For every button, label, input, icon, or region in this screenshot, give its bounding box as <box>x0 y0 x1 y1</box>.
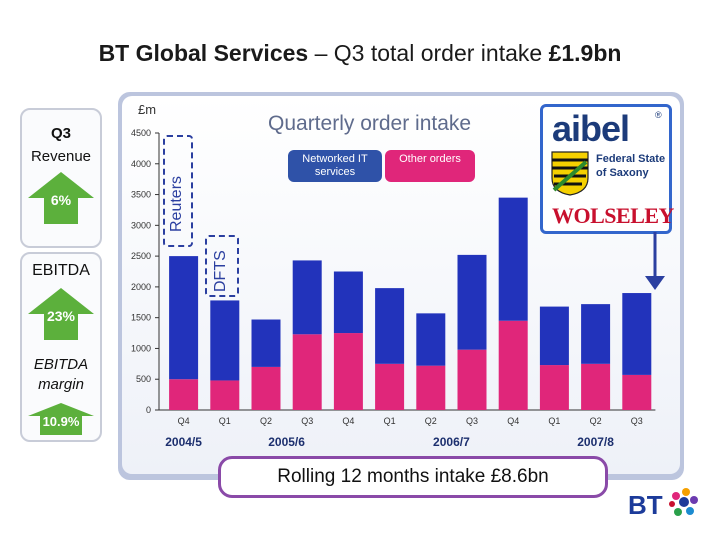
year-group-label: 2007/8 <box>577 435 614 449</box>
bar-other-orders <box>539 365 569 410</box>
bar-other-orders <box>375 363 405 410</box>
year-group-label: 2004/5 <box>165 435 202 449</box>
x-tick-label: Q2 <box>590 416 602 426</box>
saxony-logo-text: Federal State of Saxony <box>596 152 665 180</box>
bar-other-orders <box>333 333 363 410</box>
y-tick-label: 2000 <box>131 282 151 292</box>
legend-networked-it: Networked IT services <box>288 150 382 182</box>
revenue-label: Revenue <box>30 148 92 165</box>
revenue-growth-value: 6% <box>50 192 72 208</box>
title-part-2: – Q3 total order intake <box>308 40 549 66</box>
chart-title: Quarterly order intake <box>268 112 472 135</box>
bar-networked-it <box>375 288 405 364</box>
ebitda-label: EBITDA <box>32 262 90 279</box>
bar-other-orders <box>210 380 240 410</box>
bar-other-orders <box>581 363 611 410</box>
up-arrow-icon <box>28 288 94 340</box>
bar-other-orders <box>169 379 199 410</box>
bar-networked-it <box>581 304 611 364</box>
aibel-logo: aibel <box>552 108 630 149</box>
x-tick-label: Q4 <box>342 416 354 426</box>
x-tick-label: Q3 <box>631 416 643 426</box>
x-tick-label: Q1 <box>384 416 396 426</box>
y-tick-label: 500 <box>136 374 151 384</box>
bar-networked-it <box>416 313 446 366</box>
year-group-label: 2006/7 <box>433 435 470 449</box>
bar-networked-it <box>169 256 199 380</box>
margin-value: 10.9% <box>42 414 80 429</box>
x-tick-label: Q2 <box>425 416 437 426</box>
bar-networked-it <box>333 271 363 334</box>
x-tick-label: Q3 <box>466 416 478 426</box>
saxony-line-1: Federal State <box>596 153 666 165</box>
saxony-coat-of-arms-icon <box>551 151 589 196</box>
y-tick-label: 1500 <box>131 313 151 323</box>
y-tick-label: 3000 <box>131 220 151 230</box>
q3-label: Q3 <box>50 125 71 142</box>
registered-mark-icon: ® <box>655 110 662 120</box>
page-title: BT Global Services – Q3 total order inta… <box>0 40 720 67</box>
up-arrow-icon <box>28 172 94 224</box>
bar-networked-it <box>498 197 528 321</box>
bar-other-orders <box>498 320 528 410</box>
legend-other-orders: Other orders <box>385 150 475 182</box>
dfts-callout <box>205 235 239 297</box>
ebitda-margin-label-2: margin <box>38 376 84 393</box>
ebitda-growth-value: 23% <box>46 308 76 324</box>
bar-networked-it <box>539 306 569 366</box>
arrow-down-icon <box>645 232 665 290</box>
legend-networked-it-label: Networked IT services <box>302 153 368 178</box>
bar-networked-it <box>622 293 652 375</box>
margin-arrow: 10.9% <box>26 402 96 436</box>
bt-logo-text: BT <box>628 490 663 520</box>
y-tick-label: 2500 <box>131 251 151 261</box>
y-tick-label: 3500 <box>131 190 151 200</box>
legend-other-orders-label: Other orders <box>399 153 461 165</box>
revenue-growth-arrow: 6% <box>26 170 96 226</box>
title-part-1: BT Global Services <box>98 40 309 66</box>
bar-networked-it <box>457 254 487 350</box>
y-tick-label: 1000 <box>131 343 151 353</box>
revenue-card <box>20 108 102 248</box>
reuters-callout <box>163 135 193 247</box>
rolling-intake-box: Rolling 12 months intake £8.6bn <box>218 456 608 498</box>
bar-networked-it <box>292 260 322 335</box>
bar-other-orders <box>416 365 446 410</box>
wolseley-logo: WOLSELEY <box>552 203 674 228</box>
bar-other-orders <box>457 349 487 410</box>
x-tick-label: Q2 <box>260 416 272 426</box>
bt-logo: BT <box>628 490 663 521</box>
bar-other-orders <box>251 366 281 410</box>
bar-networked-it <box>210 300 240 381</box>
x-tick-label: Q3 <box>301 416 313 426</box>
saxony-line-2: of Saxony <box>596 167 649 179</box>
bar-networked-it <box>251 319 281 367</box>
up-arrow-icon <box>28 403 94 435</box>
y-axis-unit: £m <box>138 102 157 117</box>
bar-other-orders <box>292 334 322 410</box>
x-tick-label: Q4 <box>507 416 519 426</box>
y-tick-label: 4500 <box>131 128 151 138</box>
x-tick-label: Q1 <box>548 416 560 426</box>
dfts-label: DFTS <box>212 250 229 292</box>
bt-piper-icon <box>669 488 698 516</box>
y-tick-label: 0 <box>146 405 151 415</box>
x-tick-label: Q1 <box>219 416 231 426</box>
title-part-3: £1.9bn <box>548 40 622 66</box>
reuters-label: Reuters <box>168 175 185 232</box>
bar-other-orders <box>622 374 652 410</box>
y-tick-label: 4000 <box>131 159 151 169</box>
ebitda-card <box>20 252 102 442</box>
x-tick-label: Q4 <box>178 416 190 426</box>
year-group-label: 2005/6 <box>268 435 305 449</box>
ebitda-growth-arrow: 23% <box>26 286 96 342</box>
ebitda-margin-label-1: EBITDA <box>33 356 89 373</box>
